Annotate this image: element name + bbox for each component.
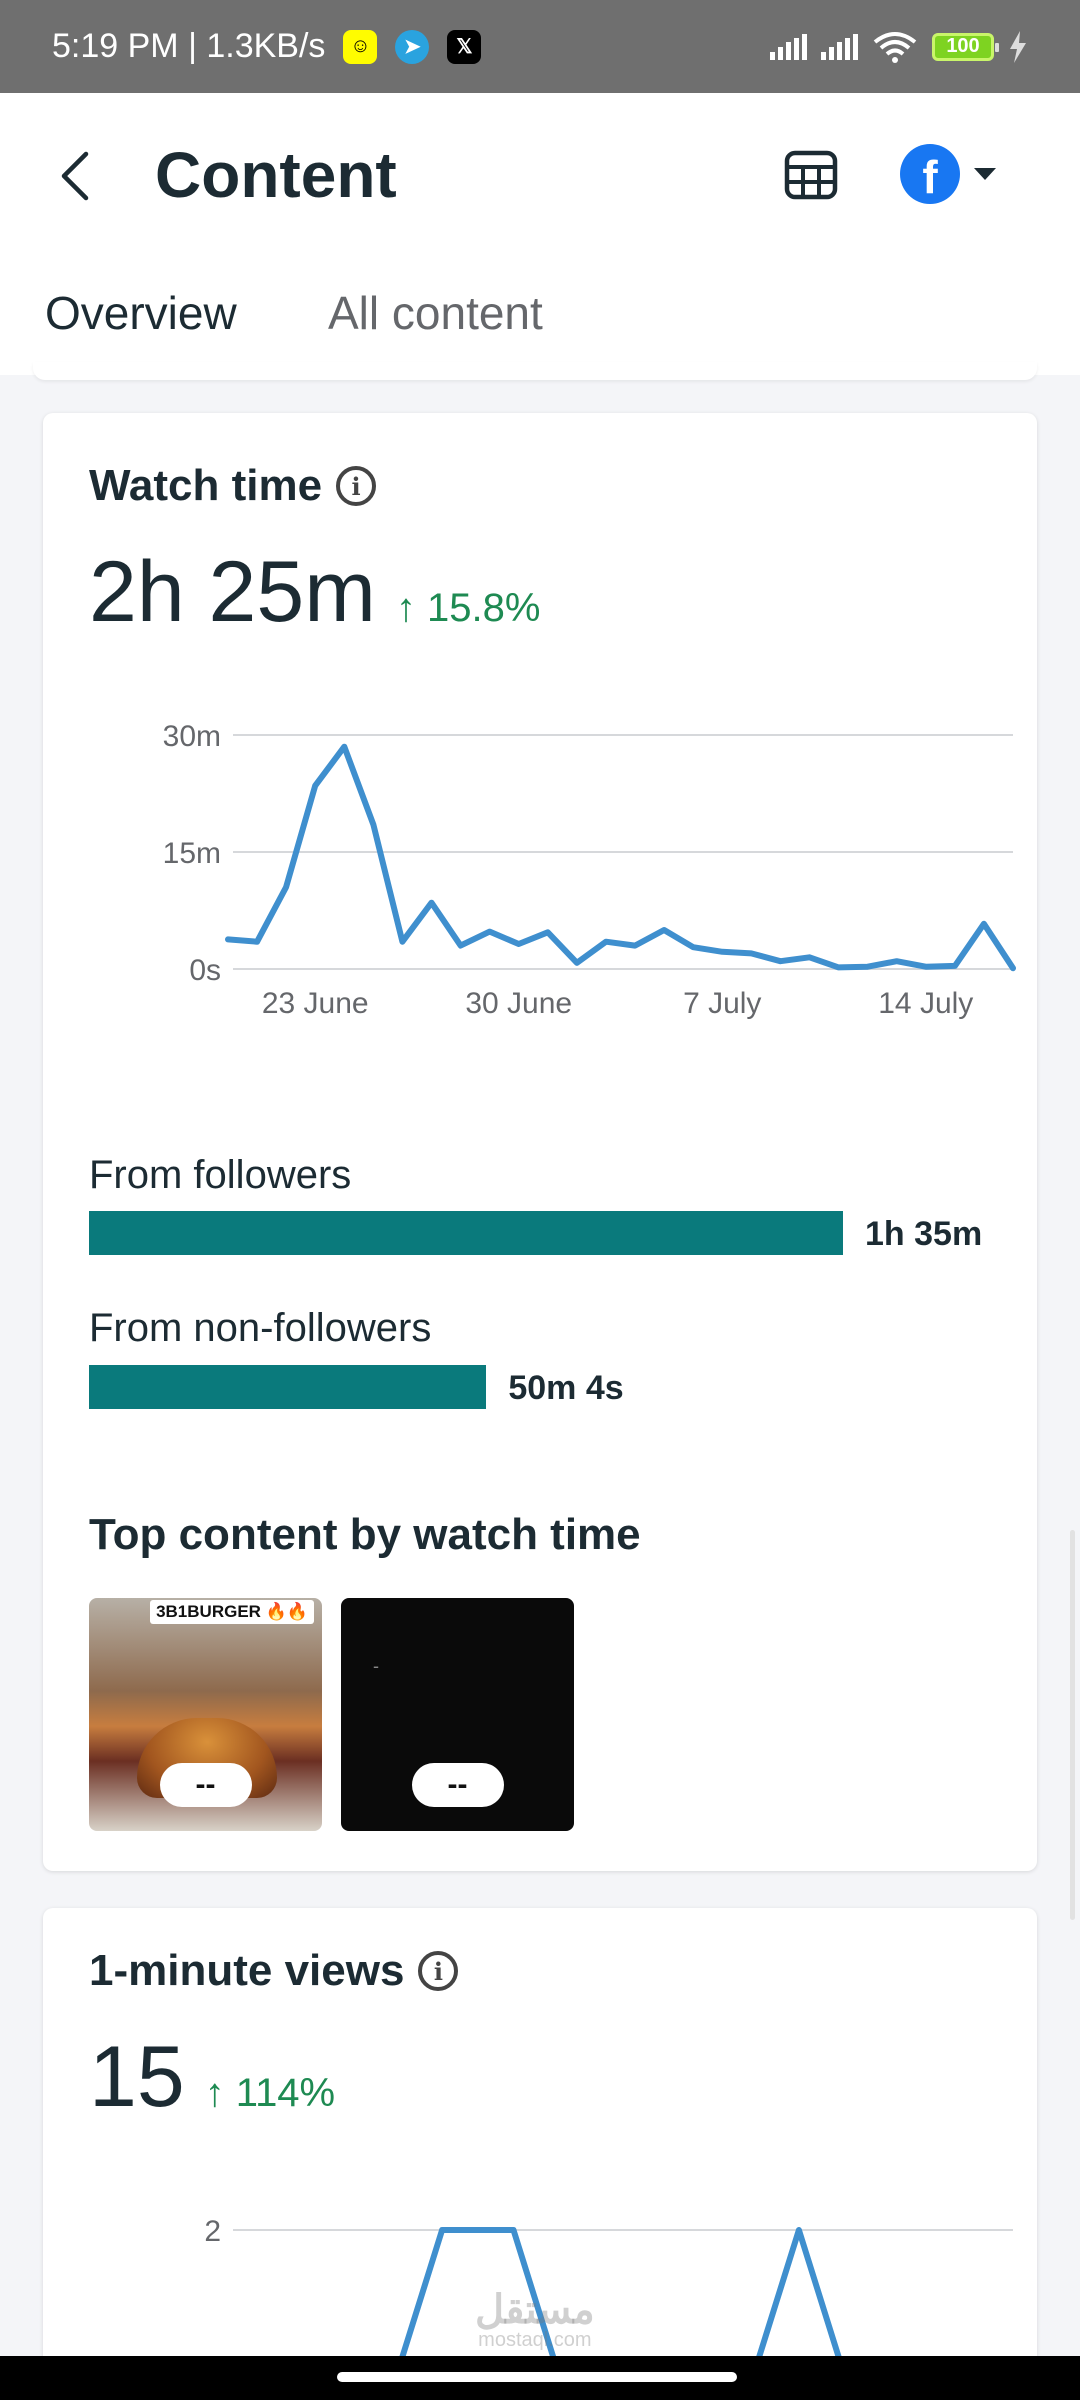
watermark-latin: mostaql.com <box>478 2329 592 2351</box>
watch-time-change: ↑ 15.8% <box>395 586 541 630</box>
y-tick-label: 0s <box>189 954 221 987</box>
account-switcher[interactable]: f <box>900 144 998 204</box>
x-tick-label: 23 June <box>262 987 369 1020</box>
watermark-arabic: مستقل <box>475 2288 595 2332</box>
one-minute-views-metric: 15 ↑ 114% <box>89 2028 335 2127</box>
watch-time-title: Watch time i <box>89 461 377 511</box>
watch-time-value: 2h 25m <box>89 544 376 640</box>
non-followers-label: From non-followers <box>89 1306 432 1350</box>
status-time-speed: 5:19 PM | 1.3KB/s <box>52 27 326 65</box>
watch-time-card: Watch time i 2h 25m ↑ 15.8% 0s 15m 30m 23 J… <box>43 413 1037 1871</box>
signal-icon <box>770 33 807 60</box>
x-tick-label: 30 June <box>465 987 572 1020</box>
non-followers-bar <box>89 1365 487 1409</box>
app-header <box>0 93 1080 375</box>
one-minute-views-card: 1-minute views i 15 ↑ 114% 2 <box>43 1908 1037 2368</box>
top-content-thumbnail-1[interactable]: 3B1BURGER 🔥🔥 -- <box>89 1598 322 1831</box>
tab-bar: Overview All content <box>0 280 1080 372</box>
thumbnail-value-pill: -- <box>159 1763 252 1807</box>
x-icon: 𝕏 <box>447 29 482 64</box>
status-right: 100 <box>770 30 1028 64</box>
followers-bar <box>89 1211 843 1255</box>
page-title: Content <box>155 139 397 211</box>
back-arrow-icon[interactable] <box>56 148 96 204</box>
top-content-thumbnail-2[interactable]: - -- <box>341 1598 574 1831</box>
watch-time-title-text: Watch time <box>89 461 323 510</box>
battery-icon: 100 <box>932 32 999 61</box>
home-handle[interactable] <box>337 2372 737 2382</box>
previous-card-edge <box>33 362 1037 380</box>
info-icon[interactable]: i <box>336 466 377 506</box>
charging-icon <box>1010 30 1026 63</box>
non-followers-value: 50m 4s <box>508 1369 624 1407</box>
info-icon[interactable]: i <box>418 1951 459 1991</box>
snapchat-icon: ☺ <box>343 29 378 64</box>
thumbnail-caption: - <box>373 1656 379 1676</box>
series-line <box>225 743 1016 972</box>
scrollbar[interactable] <box>1070 1530 1075 1920</box>
one-minute-views-title-text: 1-minute views <box>89 1946 405 1995</box>
y-tick-label: 15m <box>163 837 221 870</box>
telegram-icon: ➤ <box>395 29 430 64</box>
tab-all-content[interactable]: All content <box>328 287 543 339</box>
navigation-bar <box>0 2356 1080 2400</box>
x-tick-label: 7 July <box>683 987 761 1020</box>
thumbnail-caption: 3B1BURGER 🔥🔥 <box>150 1600 314 1624</box>
watermark: مستقل mostaql.com <box>475 2290 595 2350</box>
status-bar: 5:19 PM | 1.3KB/s ☺ ➤ 𝕏 100 <box>0 0 1080 93</box>
facebook-icon: f <box>900 144 960 204</box>
top-content-title: Top content by watch time <box>89 1510 641 1559</box>
watch-time-chart: 0s 15m 30m 23 June 30 June 7 July 14 July <box>163 720 1016 1020</box>
x-tick-label: 14 July <box>878 987 973 1020</box>
table-icon[interactable] <box>782 146 840 204</box>
chevron-down-icon <box>974 168 996 180</box>
wifi-icon <box>873 31 917 63</box>
watch-time-metric: 2h 25m ↑ 15.8% <box>89 543 540 642</box>
y-tick-label: 30m <box>163 720 221 753</box>
y-tick-label: 2 <box>204 2215 221 2248</box>
series-line <box>395 2227 846 2368</box>
followers-value: 1h 35m <box>865 1215 983 1253</box>
one-minute-views-title: 1-minute views i <box>89 1946 459 1996</box>
signal-icon-2 <box>821 33 858 60</box>
one-minute-views-value: 15 <box>89 2029 185 2125</box>
one-minute-views-change: ↑ 114% <box>204 2071 336 2115</box>
thumbnail-value-pill: -- <box>411 1763 504 1807</box>
tab-overview[interactable]: Overview <box>45 287 237 339</box>
one-minute-views-chart: 2 <box>204 2215 1013 2368</box>
status-left: 5:19 PM | 1.3KB/s ☺ ➤ 𝕏 <box>52 27 482 66</box>
followers-label: From followers <box>89 1153 352 1197</box>
